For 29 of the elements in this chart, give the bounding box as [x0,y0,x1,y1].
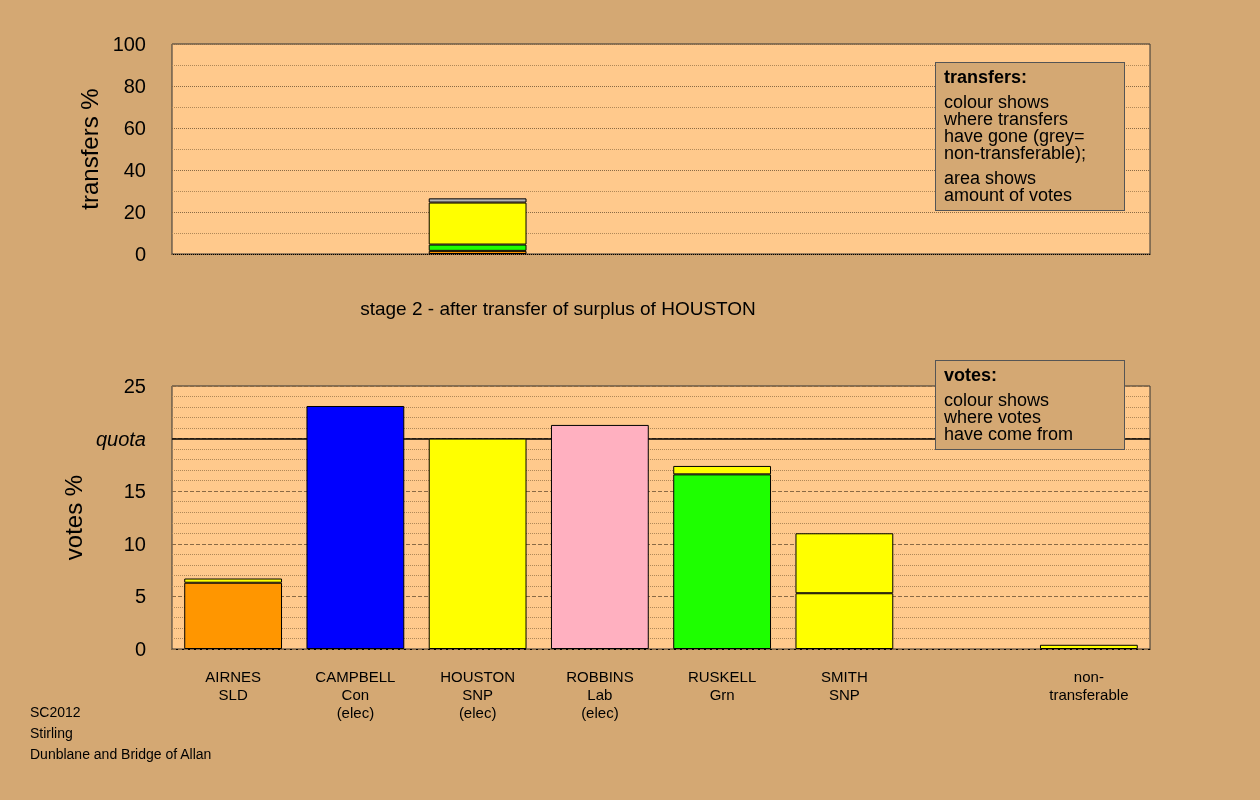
y-tick-label: 25 [123,375,146,397]
x-tick-label: HOUSTON SNP (elec) [440,667,515,721]
x-tick-label: CAMPBELL Con (elec) [315,667,396,721]
y-tick-label: 10 [123,532,146,555]
chart-title: stage 2 - after transfer of surplus of HOUSTON [360,298,756,319]
annotation: transfers: [944,67,1028,87]
annotation: colour shows where votes have come from [944,390,1075,444]
annotation: area shows amount of votes [944,168,1074,205]
note-box: transfers: colour shows where transfers have gone (grey= non-transferable); area shows amount of votes [935,62,1125,211]
y-tick-label: 20 [123,201,146,223]
y-axis-title: votes % [59,474,87,561]
y-tick-label: 5 [134,585,146,608]
y-tick-label: quota [95,427,146,450]
x-tick-label: SMITH SNP [821,667,868,703]
y-tick-label: 60 [123,117,146,139]
x-tick-label: AIRNES SLD [205,667,262,703]
y-tick-label: 0 [134,243,146,265]
y-tick-label: 80 [123,75,146,97]
y-tick-label: 100 [112,33,146,55]
y-tick-label: 15 [123,480,146,503]
y-tick-label: 40 [123,159,146,181]
annotation: colour shows where transfers have gone (grey= non-transferable); [944,92,1088,163]
x-tick-label: non- transferable [1049,667,1129,703]
x-tick-label: RUSKELL Grn [687,667,757,703]
x-tick-label: ROBBINS Lab (elec) [566,667,634,721]
note-box: votes: colour shows where votes have come from [935,360,1125,450]
y-tick-label: 0 [134,638,146,660]
y-axis-title: transfers % [76,88,104,210]
text: SC2012 Stirling Dunblane and Bridge of Allan [30,703,212,762]
